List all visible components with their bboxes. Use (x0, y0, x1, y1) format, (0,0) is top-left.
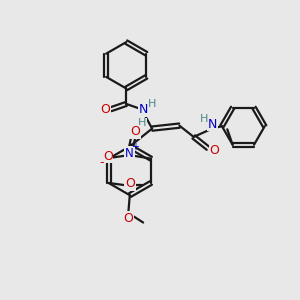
Text: N: N (125, 147, 134, 160)
Text: O: O (100, 103, 110, 116)
Text: -: - (99, 156, 103, 169)
Text: N: N (139, 103, 148, 116)
Text: O: O (123, 212, 133, 225)
Text: N: N (207, 118, 217, 130)
Text: O: O (103, 150, 113, 163)
Text: H: H (200, 114, 208, 124)
Text: O: O (125, 177, 135, 190)
Text: O: O (130, 125, 140, 138)
Text: H: H (137, 118, 146, 128)
Text: +: + (130, 142, 139, 152)
Text: H: H (148, 99, 157, 109)
Text: O: O (210, 144, 219, 157)
